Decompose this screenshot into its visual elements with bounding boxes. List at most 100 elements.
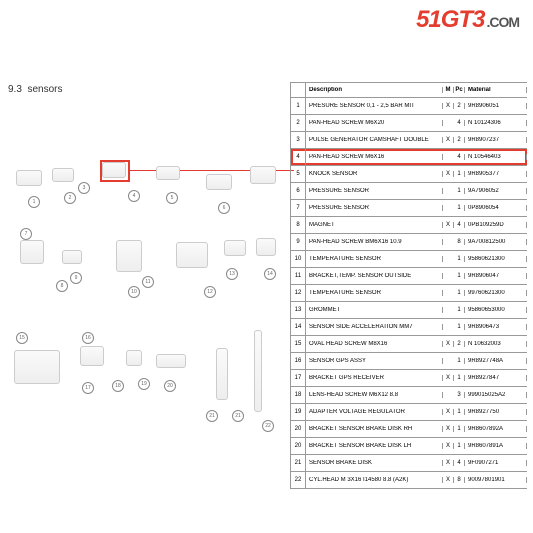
cell-pc: 1 (454, 426, 465, 432)
table-row: 6PRESSURE SENSOR19A7906052 (291, 183, 527, 200)
callout-bubble: 17 (82, 382, 94, 394)
cell-pc: 1 (454, 188, 465, 194)
section-number: 9.3 (8, 84, 22, 95)
callout-bubble: 10 (128, 286, 140, 298)
cell-material: N 10546403 (465, 154, 527, 160)
col-m: M (443, 87, 454, 93)
cell-pc: 1 (454, 273, 465, 279)
cell-material: 0PB109259D (465, 222, 527, 228)
cell-pc: 2 (454, 341, 465, 347)
cell-material: 95860621300 (465, 256, 527, 262)
cell-material: 9R8607891A (465, 443, 527, 449)
cell-m: X (443, 375, 454, 381)
cell-material: 9R8905377 (465, 171, 527, 177)
cell-index: 1 (291, 98, 306, 114)
cell-index: 16 (291, 353, 306, 369)
callout-bubble: 16 (82, 332, 94, 344)
part-shape (250, 166, 276, 184)
table-row: 2PAN-HEAD SCREW M6X204N 10124306 (291, 115, 527, 132)
cell-description: PRESSURE SENSOR (306, 188, 443, 194)
cell-description: BRACKET SENSOR BRAKE DISK RH (306, 426, 443, 432)
cell-material: 9F0907271 (465, 460, 527, 466)
cell-m: X (443, 171, 454, 177)
part-shape (20, 240, 44, 264)
col-material: Material (465, 87, 527, 93)
callout-bubble: 21 (206, 410, 218, 422)
table-row: 14SENSOR SIDE ACCELERATION MM719R8906473 (291, 319, 527, 336)
table-row: 13GROMMET195860653000 (291, 302, 527, 319)
cell-description: SENSOR GPS ASSY (306, 358, 443, 364)
part-shape (216, 348, 228, 400)
cell-material: 9R8927748A (465, 358, 527, 364)
cell-m: X (443, 103, 454, 109)
col-description: Description (306, 87, 443, 93)
part-shape (80, 346, 104, 366)
table-row: 12TEMPERATURE SENSOR199760621300 (291, 285, 527, 302)
cell-index: 10 (291, 251, 306, 267)
part-shape (116, 240, 142, 272)
cell-description: OVAL HEAD SCREW M8X16 (306, 341, 443, 347)
cell-material: 9R8906051 (465, 103, 527, 109)
cell-description: TEMPERATURE SENSOR (306, 290, 443, 296)
cell-index: 20 (291, 421, 306, 437)
cell-index: 2 (291, 115, 306, 131)
cell-index: 13 (291, 302, 306, 318)
table-row: 4PAN-HEAD SCREW M6X164N 10546403 (291, 149, 527, 166)
cell-m: X (443, 443, 454, 449)
table-row: 3PULSE GENERATOR CAMSHAFT DOUBLEX29R8907… (291, 132, 527, 149)
cell-pc: 2 (454, 103, 465, 109)
cell-m: X (443, 137, 454, 143)
cell-m: X (443, 409, 454, 415)
cell-pc: 2 (454, 137, 465, 143)
table-row: 19ADAPTER VOLTAGE REGULATORX19R8927750 (291, 404, 527, 421)
table-row: 11BRACKET,TEMP. SENSOR OUTSIDE19R8906047 (291, 268, 527, 285)
cell-pc: 4 (454, 460, 465, 466)
cell-index: 8 (291, 217, 306, 233)
cell-index: 14 (291, 319, 306, 335)
part-shape (14, 350, 60, 384)
part-shape (254, 330, 262, 412)
cell-index: 7 (291, 200, 306, 216)
table-row: 22CYL.HEAD M 3X16 I14580 8.8 (A2K)X89009… (291, 472, 527, 489)
callout-bubble: 4 (128, 190, 140, 202)
callout-bubble: 5 (166, 192, 178, 204)
cell-pc: 1 (454, 256, 465, 262)
cell-material: 9A700812500 (465, 239, 527, 245)
table-row: 1PRESURE SENSOR 0,1 - 2,5 BAR MITX29R890… (291, 98, 527, 115)
section-title: 9.3 sensors (8, 84, 62, 95)
callout-bubble: 18 (112, 380, 124, 392)
cell-description: SENSOR SIDE ACCELERATION MM7 (306, 324, 443, 330)
cell-material: 999015025A2 (465, 392, 527, 398)
cell-pc: 1 (454, 307, 465, 313)
cell-material: 9R8607892A (465, 426, 527, 432)
cell-description: KNOCK SENSOR (306, 171, 443, 177)
callout-bubble: 2 (64, 192, 76, 204)
table-row: 7PRESSURE SENSOR10P8906054 (291, 200, 527, 217)
cell-description: PAN-HEAD SCREW M6X16 (306, 154, 443, 160)
brand-logo: 51GT3.COM (416, 6, 519, 34)
cell-material: 9R8927750 (465, 409, 527, 415)
table-row: 16SENSOR GPS ASSY19R8927748A (291, 353, 527, 370)
section-name: sensors (27, 84, 62, 95)
cell-description: TEMPERATURE SENSOR (306, 256, 443, 262)
parts-diagram: 1234567891011121314151617181920212122 (6, 110, 284, 470)
callout-bubble: 1 (28, 196, 40, 208)
cell-material: 90097801901 (465, 477, 527, 483)
cell-description: CYL.HEAD M 3X16 I14580 8.8 (A2K) (306, 477, 443, 483)
cell-description: SENSOR BRAKE DISK (306, 460, 443, 466)
part-shape (62, 250, 82, 264)
cell-index: 22 (291, 472, 306, 488)
cell-index: 11 (291, 268, 306, 284)
cell-index: 6 (291, 183, 306, 199)
cell-m: X (443, 460, 454, 466)
table-row: 5KNOCK SENSORX19R8905377 (291, 166, 527, 183)
cell-pc: 1 (454, 409, 465, 415)
part-shape (156, 166, 180, 180)
callout-bubble: 12 (204, 286, 216, 298)
cell-index: 18 (291, 387, 306, 403)
cell-description: MAGNET (306, 222, 443, 228)
callout-bubble: 22 (262, 420, 274, 432)
callout-bubble: 9 (70, 272, 82, 284)
cell-index: 19 (291, 404, 306, 420)
cell-material: 0P8906054 (465, 205, 527, 211)
